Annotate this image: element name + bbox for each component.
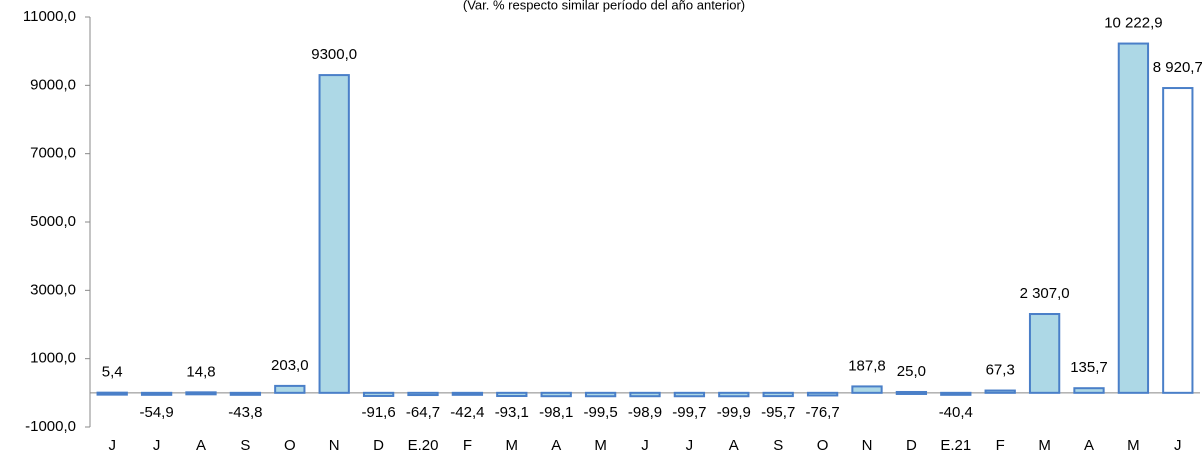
data-label: 25,0 [897, 363, 926, 380]
bar [762, 391, 794, 398]
data-label: 187,8 [848, 357, 886, 374]
x-tick-label: A [196, 437, 206, 454]
x-tick-label: E.20 [408, 437, 439, 454]
bar [140, 391, 173, 396]
x-tick-label: F [463, 437, 472, 454]
bar [673, 391, 706, 398]
data-label: 8 920,7 [1153, 59, 1202, 76]
x-tick-label: E.21 [940, 437, 971, 454]
x-tick-label: D [906, 437, 917, 454]
bar [1028, 313, 1061, 394]
data-label: -98,1 [539, 404, 573, 421]
x-tick-label: S [240, 437, 250, 454]
bar [96, 391, 128, 396]
bar [362, 391, 395, 397]
bar [718, 391, 750, 398]
y-tick-label: 11000,0 [23, 8, 76, 25]
bar [806, 391, 839, 397]
x-tick-label: J [108, 437, 116, 454]
data-label: -93,1 [495, 404, 529, 421]
data-label: -43,8 [228, 404, 262, 421]
x-tick-label: M [1038, 437, 1051, 454]
x-tick-label: F [996, 437, 1005, 454]
data-label: -91,6 [361, 404, 395, 421]
x-tick-label: J [153, 437, 161, 454]
y-tick-label: 9000,0 [30, 76, 76, 93]
bar [318, 74, 350, 394]
bar [984, 389, 1016, 394]
y-tick-label: 1000,0 [30, 350, 76, 367]
data-label: 14,8 [186, 363, 215, 380]
x-tick-label: O [284, 437, 296, 454]
x-tick-label: N [329, 437, 340, 454]
data-label: 203,0 [271, 357, 309, 374]
bar [851, 385, 883, 394]
data-label: -99,5 [583, 404, 617, 421]
data-label: 2 307,0 [1020, 285, 1070, 302]
bar [629, 391, 661, 398]
data-label: -99,9 [717, 404, 751, 421]
data-label: -40,4 [939, 404, 973, 421]
y-tick-label: 5000,0 [30, 213, 76, 230]
chart-title: (Var. % respecto similar período del año… [463, 0, 745, 12]
x-tick-label: M [506, 437, 519, 454]
data-label: -64,7 [406, 404, 440, 421]
bar [895, 390, 928, 395]
bar [407, 391, 439, 397]
data-label: 9300,0 [311, 46, 357, 63]
y-tick-label: -1000,0 [25, 418, 76, 435]
data-label: 10 222,9 [1104, 15, 1162, 32]
bar [274, 384, 306, 394]
data-label: -99,7 [672, 404, 706, 421]
x-tick-label: M [1127, 437, 1140, 454]
data-label: -95,7 [761, 404, 795, 421]
bar [540, 391, 572, 398]
x-tick-label: O [817, 437, 829, 454]
x-tick-label: N [862, 437, 873, 454]
x-tick-label: A [551, 437, 561, 454]
data-label: 135,7 [1070, 359, 1108, 376]
bar [1117, 42, 1150, 394]
bar [1162, 87, 1194, 394]
y-tick-label: 3000,0 [30, 281, 76, 298]
bar [940, 391, 972, 396]
data-label: 5,4 [102, 364, 123, 381]
x-tick-label: A [729, 437, 739, 454]
bar [1073, 387, 1105, 394]
bar [496, 391, 528, 398]
data-label: 67,3 [986, 362, 1015, 379]
data-label: -54,9 [139, 404, 173, 421]
bar [185, 391, 217, 396]
x-tick-label: J [1174, 437, 1182, 454]
x-tick-label: M [594, 437, 607, 454]
bar [584, 391, 617, 398]
data-label: -76,7 [805, 404, 839, 421]
x-tick-label: D [373, 437, 384, 454]
x-tick-label: A [1084, 437, 1094, 454]
data-label: -98,9 [628, 404, 662, 421]
bar [451, 391, 484, 396]
x-tick-label: J [641, 437, 649, 454]
data-label: -42,4 [450, 404, 484, 421]
y-tick-label: 7000,0 [30, 145, 76, 162]
x-tick-label: J [686, 437, 694, 454]
bar [229, 391, 262, 396]
x-tick-label: S [773, 437, 783, 454]
